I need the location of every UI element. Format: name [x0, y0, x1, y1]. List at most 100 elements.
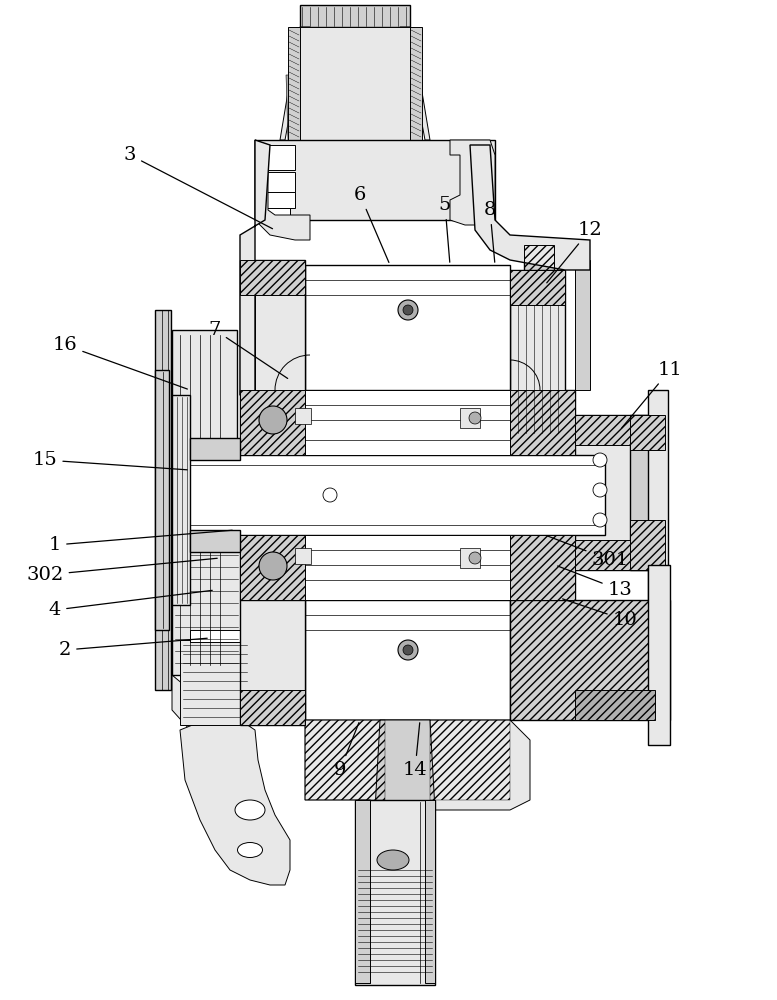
Bar	[265, 172, 295, 192]
Circle shape	[398, 300, 418, 320]
Bar	[305, 600, 510, 720]
Bar	[265, 192, 295, 208]
Bar	[524, 245, 554, 270]
Bar	[155, 310, 171, 690]
Bar	[355, 800, 370, 983]
Circle shape	[469, 412, 481, 424]
Bar	[190, 530, 240, 552]
Text: 9: 9	[334, 723, 359, 779]
Bar	[180, 640, 250, 725]
Bar	[648, 390, 668, 610]
Text: 11: 11	[622, 361, 682, 428]
Bar	[305, 265, 510, 390]
Polygon shape	[575, 260, 590, 390]
Bar	[240, 535, 575, 600]
Polygon shape	[470, 145, 590, 270]
Bar	[355, 800, 435, 985]
Bar	[575, 690, 655, 720]
Bar	[630, 415, 665, 450]
Bar	[575, 415, 655, 570]
Circle shape	[403, 305, 413, 315]
Bar	[296, 27, 414, 140]
Ellipse shape	[377, 850, 409, 870]
Bar	[630, 520, 665, 570]
Bar	[524, 245, 554, 270]
Text: 6: 6	[354, 186, 389, 262]
Bar	[460, 408, 480, 428]
Ellipse shape	[238, 842, 263, 857]
Text: 5: 5	[439, 196, 451, 262]
Bar	[240, 260, 305, 395]
Text: 3: 3	[124, 146, 273, 229]
Circle shape	[403, 645, 413, 655]
Text: 302: 302	[26, 558, 218, 584]
Circle shape	[469, 552, 481, 564]
Polygon shape	[280, 27, 310, 140]
Bar	[430, 720, 510, 800]
Bar	[172, 545, 242, 675]
Bar	[172, 330, 237, 670]
Polygon shape	[305, 720, 530, 810]
Bar	[425, 800, 435, 983]
Bar	[185, 455, 605, 535]
Circle shape	[593, 453, 607, 467]
Polygon shape	[240, 260, 255, 390]
Bar	[630, 415, 665, 570]
Ellipse shape	[235, 800, 265, 820]
Text: 15: 15	[33, 451, 187, 470]
Polygon shape	[286, 75, 300, 140]
Circle shape	[259, 406, 287, 434]
Bar	[510, 600, 670, 720]
Circle shape	[593, 483, 607, 497]
Bar	[190, 438, 240, 460]
Bar	[265, 145, 295, 170]
Bar	[305, 390, 510, 455]
Bar	[510, 270, 565, 305]
Polygon shape	[404, 75, 422, 140]
Text: 2: 2	[59, 638, 207, 659]
Bar	[410, 27, 422, 140]
Bar	[510, 535, 575, 600]
Text: 1: 1	[49, 530, 232, 554]
Bar	[510, 270, 565, 435]
Circle shape	[593, 513, 607, 527]
Text: 10: 10	[563, 599, 637, 629]
Text: 13: 13	[558, 566, 632, 599]
Bar	[575, 540, 655, 570]
Bar	[575, 415, 655, 445]
Bar	[295, 408, 311, 424]
Text: 301: 301	[548, 536, 629, 569]
Text: 16: 16	[53, 336, 187, 389]
Bar	[648, 565, 670, 745]
Bar	[190, 630, 245, 642]
Polygon shape	[450, 140, 495, 225]
Bar	[240, 260, 305, 295]
Polygon shape	[255, 140, 310, 240]
Bar	[240, 390, 305, 455]
Text: 8: 8	[484, 201, 497, 262]
Bar	[460, 548, 480, 568]
Polygon shape	[172, 675, 250, 740]
Bar	[305, 720, 385, 800]
Polygon shape	[400, 27, 430, 140]
Bar	[288, 27, 300, 140]
Circle shape	[259, 552, 287, 580]
Bar	[155, 370, 169, 630]
Text: 14: 14	[402, 723, 427, 779]
Bar	[295, 548, 311, 564]
Bar	[300, 5, 410, 27]
Circle shape	[398, 640, 418, 660]
Bar	[255, 140, 495, 220]
Bar	[240, 535, 305, 600]
Bar	[240, 600, 305, 725]
Circle shape	[323, 488, 337, 502]
Bar	[305, 535, 510, 600]
Polygon shape	[180, 718, 290, 885]
Text: 12: 12	[547, 221, 602, 283]
Bar	[265, 208, 290, 220]
Bar	[172, 395, 190, 605]
Text: 4: 4	[49, 590, 212, 619]
Bar	[240, 390, 575, 455]
Polygon shape	[240, 140, 270, 395]
Bar	[510, 390, 575, 455]
